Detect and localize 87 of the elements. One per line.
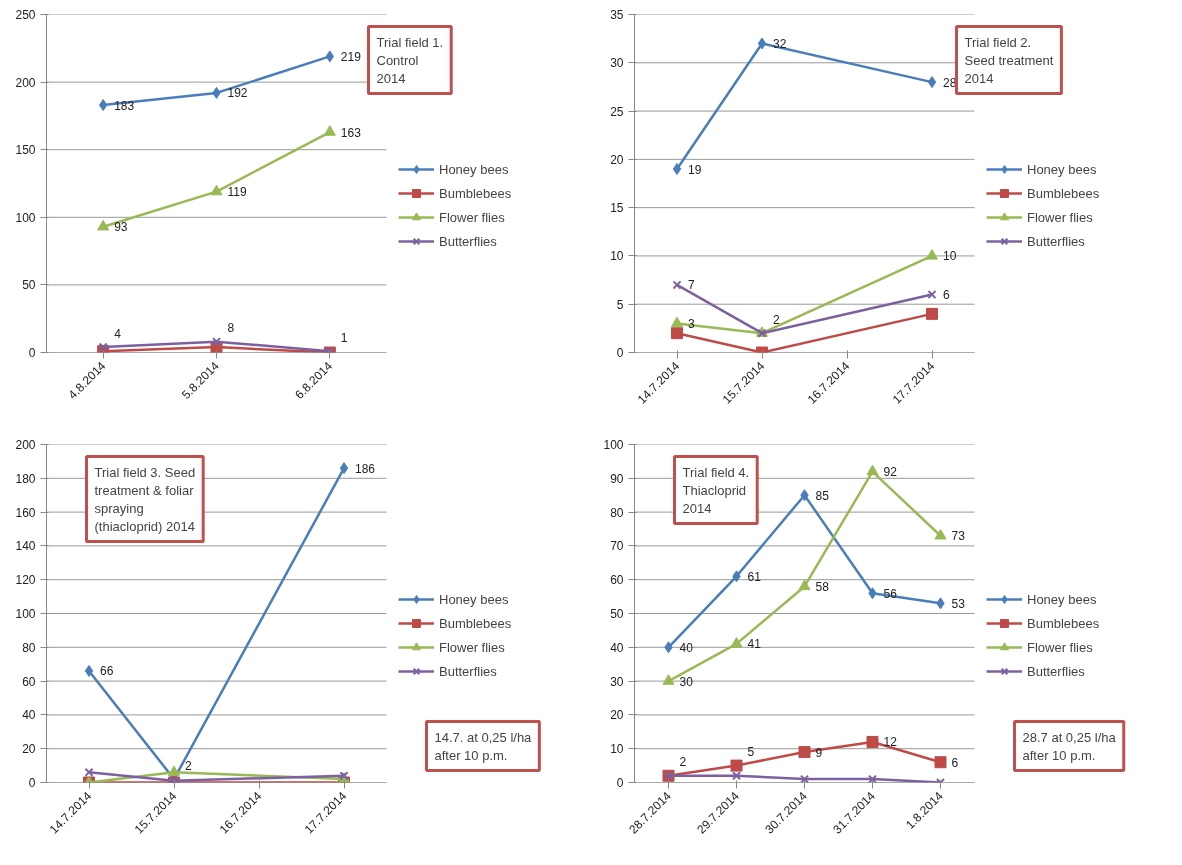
- legend-label: Honey bees: [439, 591, 509, 607]
- y-tick-label: 0: [616, 776, 624, 790]
- y-tick-label: 20: [610, 708, 624, 723]
- y-tick-label: 200: [15, 75, 36, 90]
- data-label: 1: [340, 330, 348, 345]
- y-tick-label: 60: [22, 674, 36, 689]
- data-label: 41: [747, 637, 762, 652]
- data-label: 186: [355, 461, 376, 476]
- legend-label: Flower flies: [1027, 639, 1093, 655]
- data-label: 5: [747, 745, 755, 760]
- y-tick-label: 80: [22, 640, 36, 655]
- y-tick-label: 15: [610, 201, 624, 216]
- data-label: 119: [227, 185, 247, 200]
- data-label: 85: [815, 488, 830, 503]
- y-tick-label: 250: [15, 8, 36, 22]
- y-tick-label: 10: [610, 249, 624, 264]
- text: 14.7. at 0,25 l/ha after 10 p.m.: [434, 729, 533, 763]
- y-tick-label: 25: [610, 104, 624, 119]
- data-label: 66: [100, 664, 114, 679]
- y-tick-label: 200: [15, 438, 36, 452]
- y-tick-label: 30: [610, 56, 624, 71]
- data-label: 2: [773, 312, 780, 327]
- y-tick-label: 40: [610, 640, 624, 655]
- data-label: 61: [747, 569, 762, 584]
- y-tick-label: 0: [28, 776, 36, 790]
- data-label: 6: [951, 755, 959, 770]
- data-label: 73: [951, 529, 966, 544]
- legend-label: Bumblebees: [1027, 615, 1100, 631]
- y-tick-label: 50: [22, 278, 36, 293]
- y-tick-label: 20: [610, 152, 624, 167]
- data-label: 8: [227, 321, 235, 336]
- text: Trial field 1. Control 2014: [376, 34, 444, 86]
- y-tick-label: 160: [15, 505, 36, 520]
- y-tick-label: 140: [15, 539, 36, 554]
- data-label: 92: [883, 465, 898, 480]
- data-label: 6: [943, 288, 950, 303]
- text: 28.7 at 0,25 l/ha after 10 p.m.: [1022, 729, 1117, 763]
- legend-label: Butterflies: [439, 663, 497, 679]
- y-tick-label: 120: [15, 573, 36, 588]
- y-tick-label: 10: [610, 742, 624, 757]
- y-tick-label: 100: [603, 438, 624, 452]
- data-label: 53: [951, 596, 966, 611]
- legend-label: Flower flies: [439, 639, 505, 655]
- data-label: 2: [679, 755, 687, 770]
- y-tick-label: 100: [15, 607, 36, 621]
- data-label: 58: [815, 579, 830, 594]
- y-tick-label: 40: [22, 708, 36, 723]
- y-tick-label: 0: [616, 346, 624, 360]
- y-tick-label: 50: [610, 607, 624, 621]
- data-label: 93: [114, 220, 128, 235]
- data-label: 7: [688, 278, 695, 293]
- legend-label: Honey bees: [439, 161, 509, 177]
- y-tick-label: 30: [610, 674, 624, 689]
- text: Trial field 4. Thiacloprid 2014: [682, 464, 750, 516]
- legend-label: Bumblebees: [439, 185, 512, 201]
- y-tick-label: 0: [28, 346, 36, 360]
- data-label: 30: [679, 674, 694, 689]
- y-tick-label: 60: [610, 573, 624, 588]
- data-label: 40: [679, 640, 694, 655]
- legend-label: Butterflies: [1027, 233, 1085, 249]
- data-label: 4: [114, 326, 122, 341]
- data-label: 2: [185, 758, 192, 773]
- y-tick-label: 5: [616, 297, 624, 312]
- text: Trial field 2. Seed treatment 2014: [964, 34, 1054, 86]
- legend-label: Flower flies: [439, 209, 505, 225]
- text: Trial field 3. Seed treatment & foliar spraying (thiacloprid) 2014: [94, 464, 196, 534]
- y-tick-label: 70: [610, 539, 624, 554]
- legend-label: Honey bees: [1027, 161, 1097, 177]
- y-tick-label: 150: [15, 143, 36, 158]
- y-tick-label: 80: [610, 505, 624, 520]
- data-label: 192: [227, 86, 248, 101]
- legend-label: Butterflies: [439, 233, 497, 249]
- data-label: 12: [883, 735, 898, 750]
- legend-label: Honey bees: [1027, 591, 1097, 607]
- data-label: 10: [943, 249, 957, 264]
- data-label: 19: [688, 162, 702, 177]
- data-label: 163: [340, 125, 362, 140]
- y-tick-label: 180: [15, 471, 36, 486]
- legend-label: Butterflies: [1027, 663, 1085, 679]
- y-tick-label: 100: [15, 210, 36, 225]
- legend-label: Bumblebees: [1027, 185, 1100, 201]
- data-label: 219: [340, 49, 362, 64]
- y-tick-label: 20: [22, 742, 36, 757]
- legend-label: Bumblebees: [439, 615, 512, 631]
- y-tick-label: 35: [610, 8, 624, 22]
- y-tick-label: 90: [610, 471, 624, 486]
- legend-label: Flower flies: [1027, 209, 1093, 225]
